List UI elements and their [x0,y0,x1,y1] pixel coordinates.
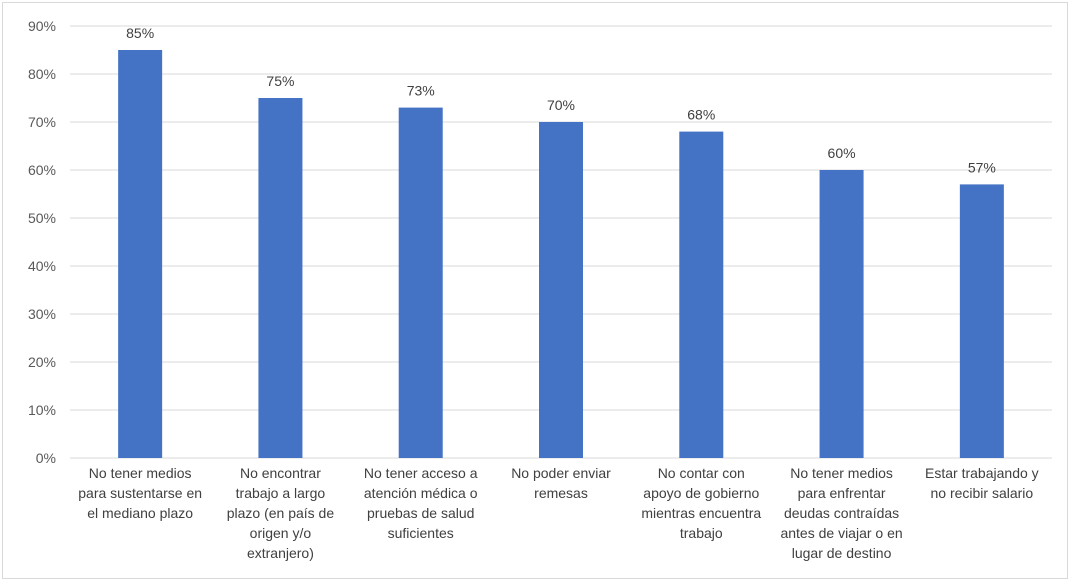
x-tick-label-line: No tener acceso a [364,465,478,481]
x-tick-label-line: suficientes [388,525,454,541]
bar [539,122,583,458]
x-tick-label: Estar trabajando y no recibir salario [925,465,1039,501]
y-tick-label: 0% [36,450,56,466]
x-tick-label-line: atención médica o [364,485,478,501]
bar [258,98,303,458]
x-tick-label-line: lugar de destino [792,545,892,561]
bar [118,50,163,458]
x-tick-label-line: trabajo a largo [236,485,326,501]
y-tick-label: 30% [28,306,56,322]
x-tick-label-line: antes de viajar o en [780,525,902,541]
x-tick-label-line: para sustentarse en [78,485,202,501]
x-tick-label-line: deudas contraídas [784,505,899,521]
x-tick-label-line: para enfrentar [798,485,886,501]
y-tick-label: 70% [28,114,56,130]
x-tick-label-line: No tener medios [790,465,893,481]
y-tick-label: 10% [28,402,56,418]
x-tick-label: No tener acceso a atención médica o prueba… [364,465,478,541]
x-tick-label: No contar con apoyo de gobierno mientras e… [641,465,761,541]
x-tick-label-line: remesas [534,485,588,501]
x-tick-label-line: el mediano plazo [87,505,193,521]
x-tick-label-line: Estar trabajando y [925,465,1039,481]
y-tick-label: 40% [28,258,56,274]
x-tick-label-line: No contar con [658,465,745,481]
y-tick-label: 20% [28,354,56,370]
x-tick-label-line: pruebas de salud [367,505,474,521]
x-tick-label-line: no recibir salario [930,485,1033,501]
data-label: 57% [968,159,996,175]
x-tick-label-line: trabajo [680,525,723,541]
data-label: 60% [828,145,856,161]
data-label: 85% [126,25,154,41]
x-tick-label: No tener medios para sustentarse en el med… [78,465,202,521]
bar [819,170,864,458]
x-tick-label-line: extranjero) [247,545,314,561]
bar [959,184,1004,458]
x-tick-label-line: No encontrar [240,465,321,481]
data-label: 73% [407,83,435,99]
x-tick-label-line: origen y/o [250,525,312,541]
data-label: 75% [266,73,294,89]
x-tick-label: No poder enviar remesas [511,465,611,501]
y-tick-label: 50% [28,210,56,226]
y-tick-label: 90% [28,18,56,34]
bar [398,107,443,458]
x-tick-label-line: No tener medios [89,465,192,481]
bar [679,131,724,458]
x-tick-label-line: mientras encuentra [641,505,761,521]
x-tick-label: No tener medios para enfrentar deudas cont… [780,465,902,561]
x-tick-label-line: No poder enviar [511,465,611,481]
data-label: 70% [547,97,575,113]
x-tick-label: No encontrar trabajo a largo plazo (en paí… [227,465,335,561]
x-tick-label-line: apoyo de gobierno [643,485,759,501]
x-tick-label-line: plazo (en país de [227,505,335,521]
y-tick-label: 80% [28,66,56,82]
data-label: 68% [687,107,715,123]
y-tick-label: 60% [28,162,56,178]
